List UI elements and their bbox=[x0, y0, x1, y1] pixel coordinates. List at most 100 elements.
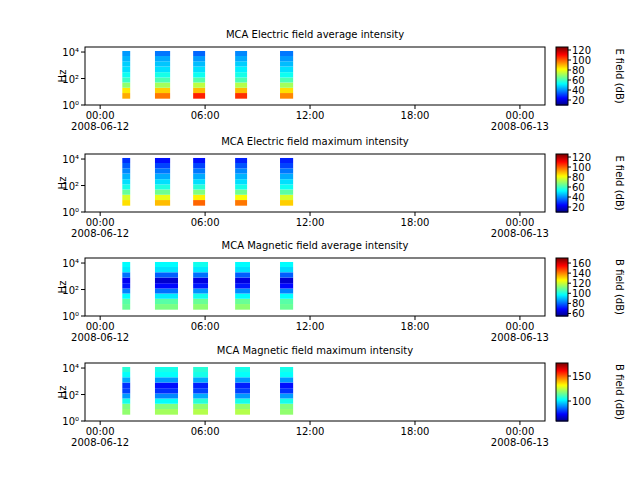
panel: MCA Magnetic field maximum intensity00:0… bbox=[57, 345, 625, 448]
colorbar-step bbox=[556, 386, 568, 388]
cell bbox=[122, 304, 130, 310]
x-tick-label: 12:00 bbox=[296, 321, 325, 332]
title: MCA Magnetic field maximum intensity bbox=[217, 345, 413, 356]
colorbar-step bbox=[556, 411, 568, 413]
cell bbox=[155, 77, 170, 82]
cell bbox=[280, 51, 293, 56]
colorbar-step bbox=[556, 305, 568, 307]
colorbar-step bbox=[556, 417, 568, 419]
colorbar-step bbox=[556, 92, 568, 94]
x-tick-label: 06:00 bbox=[191, 217, 220, 228]
colorbar-step bbox=[556, 74, 568, 76]
colorbar-step bbox=[556, 182, 568, 184]
colorbar-step bbox=[556, 277, 568, 279]
cell bbox=[155, 304, 178, 310]
title: MCA Electric field maximum intensity bbox=[221, 136, 409, 147]
colorbar-step bbox=[556, 418, 568, 420]
cell bbox=[193, 372, 208, 377]
colorbar-frame bbox=[556, 47, 568, 105]
colorbar-step bbox=[556, 298, 568, 300]
y-tick-label: 10⁰ bbox=[62, 100, 79, 111]
colorbar-step bbox=[556, 200, 568, 202]
colorbar-step bbox=[556, 208, 568, 210]
x-tick bbox=[100, 212, 101, 216]
cell bbox=[235, 372, 250, 377]
colorbar-tick-label: 40 bbox=[572, 85, 585, 96]
cell bbox=[235, 278, 250, 284]
cell bbox=[155, 61, 170, 66]
colorbar-step bbox=[556, 49, 568, 51]
colorbar-step bbox=[556, 178, 568, 180]
colorbar-step bbox=[556, 304, 568, 306]
y-tick bbox=[81, 78, 85, 79]
colorbar-step bbox=[556, 286, 568, 288]
cell bbox=[280, 88, 293, 93]
colorbar-step bbox=[556, 168, 568, 170]
colorbar-step bbox=[556, 95, 568, 97]
colorbar-step bbox=[556, 295, 568, 297]
cell bbox=[122, 393, 130, 398]
x-tick-label: 12:00 bbox=[296, 217, 325, 228]
cell bbox=[193, 174, 205, 180]
colorbar-step bbox=[556, 99, 568, 101]
colorbar-step bbox=[556, 204, 568, 206]
colorbar-step bbox=[556, 293, 568, 295]
colorbar: 20406080100120E field (dB) bbox=[556, 45, 625, 106]
y-axis-title: Hz bbox=[57, 70, 68, 83]
x-tick bbox=[414, 212, 415, 216]
cell bbox=[122, 377, 130, 382]
colorbar-step bbox=[556, 380, 568, 382]
cell bbox=[155, 190, 170, 195]
x-tick bbox=[519, 316, 520, 320]
x-tick bbox=[414, 105, 415, 109]
cell bbox=[193, 404, 208, 409]
cells bbox=[122, 367, 293, 415]
colorbar-step bbox=[556, 371, 568, 373]
colorbar-step bbox=[556, 369, 568, 371]
colorbar-step bbox=[556, 388, 568, 390]
cell bbox=[193, 179, 205, 184]
colorbar-step bbox=[556, 389, 568, 391]
colorbar-tick bbox=[568, 313, 571, 314]
x-tick-label: 06:00 bbox=[191, 110, 220, 121]
colorbar-step bbox=[556, 79, 568, 81]
cell bbox=[122, 174, 130, 180]
colorbar-step bbox=[556, 381, 568, 383]
colorbar-step bbox=[556, 100, 568, 102]
colorbar-step bbox=[556, 296, 568, 298]
cell bbox=[280, 288, 293, 293]
cell bbox=[122, 294, 130, 299]
cell bbox=[155, 272, 178, 277]
colorbar-step bbox=[556, 85, 568, 87]
frame bbox=[85, 154, 545, 212]
colorbar-step bbox=[556, 274, 568, 276]
colorbar-tick bbox=[568, 80, 571, 81]
colorbar-step bbox=[556, 203, 568, 205]
colorbar-tick-label: 80 bbox=[572, 298, 585, 309]
colorbar-step bbox=[556, 195, 568, 197]
cell bbox=[122, 88, 130, 93]
colorbar-step bbox=[556, 406, 568, 408]
cell bbox=[155, 299, 178, 304]
cell bbox=[122, 163, 130, 168]
cell bbox=[193, 283, 208, 288]
colorbar-tick bbox=[568, 60, 571, 61]
cell bbox=[235, 393, 250, 398]
cell bbox=[280, 388, 293, 393]
cell bbox=[193, 61, 205, 66]
colorbar-step bbox=[556, 75, 568, 77]
colorbar-step bbox=[556, 66, 568, 68]
cell bbox=[235, 195, 247, 200]
colorbar-step bbox=[556, 365, 568, 367]
cell bbox=[155, 56, 170, 61]
cell bbox=[122, 272, 130, 277]
frame bbox=[85, 363, 545, 421]
cell bbox=[122, 278, 130, 284]
colorbar-step bbox=[556, 272, 568, 274]
colorbar-step bbox=[556, 393, 568, 395]
cell bbox=[122, 93, 130, 99]
cell bbox=[235, 72, 247, 77]
cell bbox=[193, 399, 208, 404]
colorbar-step bbox=[556, 73, 568, 75]
colorbar-step bbox=[556, 294, 568, 296]
